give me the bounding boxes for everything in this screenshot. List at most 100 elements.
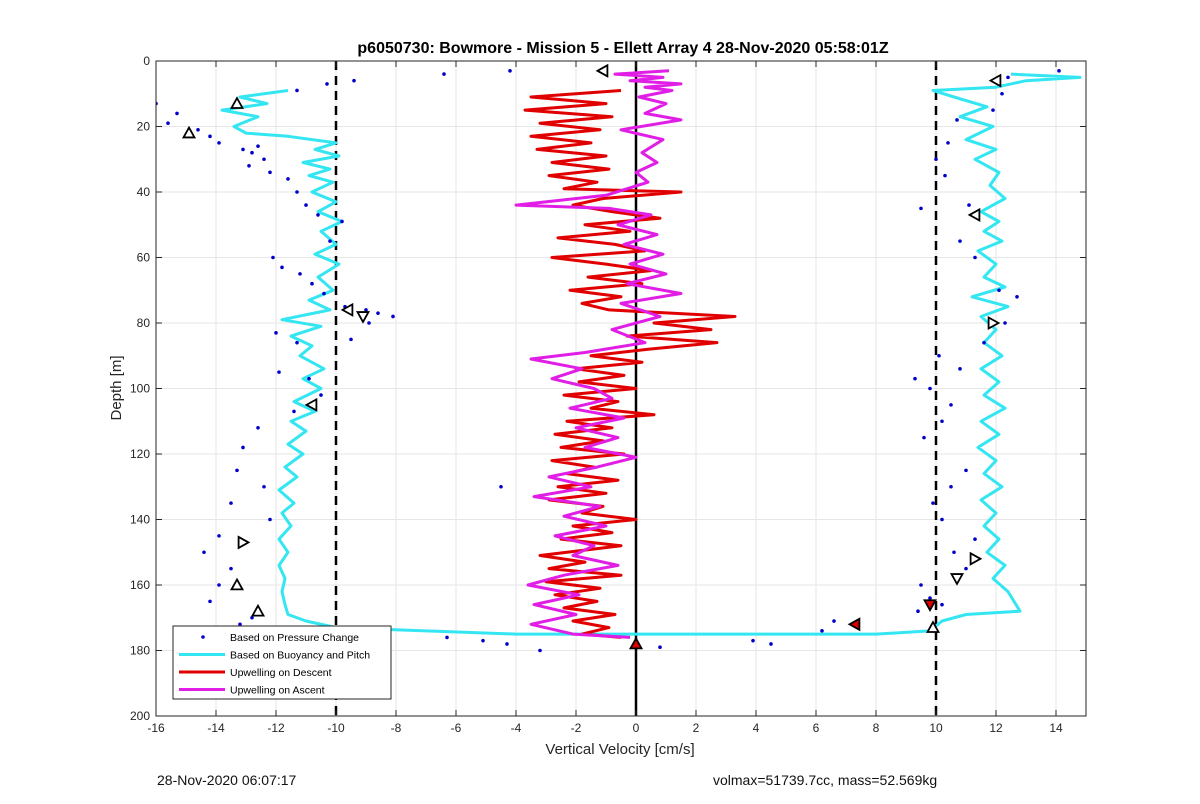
scatter-point: [991, 108, 995, 112]
x-tick-label: -4: [511, 721, 522, 735]
series-line-upwelling-on-descent: [523, 89, 737, 639]
x-tick-label: 6: [813, 721, 820, 735]
x-tick-label: 0: [633, 721, 640, 735]
scatter-point: [499, 484, 503, 489]
x-tick-label: 12: [989, 721, 1003, 735]
scatter-point: [292, 409, 296, 414]
scatter-point: [1015, 295, 1019, 299]
scatter-point: [928, 386, 932, 391]
scatter-point: [955, 118, 959, 122]
scatter-point: [352, 78, 356, 83]
scatter-point: [982, 340, 986, 345]
scatter-point: [166, 121, 170, 126]
triangle-marker-down: [922, 599, 938, 613]
scatter-point: [241, 147, 245, 152]
triangle-marker-left: [967, 207, 981, 222]
y-tick-label: 120: [130, 447, 150, 461]
y-axis-label: Depth [m]: [108, 355, 125, 420]
scatter-point: [658, 645, 662, 650]
x-tick-label: -14: [207, 721, 225, 735]
scatter-point: [937, 353, 941, 358]
triangle-marker-up: [628, 636, 644, 650]
scatter-point: [349, 337, 353, 342]
chart-title: p6050730: Bowmore - Mission 5 - Ellett A…: [357, 40, 888, 57]
scatter-point: [208, 134, 212, 139]
scatter-point: [952, 550, 956, 555]
scatter-point: [367, 321, 371, 325]
y-tick-label: 80: [137, 316, 151, 330]
triangle-marker-down: [949, 573, 965, 586]
scatter-point: [538, 648, 542, 653]
scatter-point: [295, 340, 299, 345]
scatter-point: [235, 468, 239, 473]
scatter-point: [958, 367, 962, 371]
scatter-point: [238, 622, 242, 627]
triangle-marker-up: [229, 96, 245, 109]
scatter-point: [505, 642, 509, 646]
triangle-marker-left: [304, 397, 318, 412]
y-tick-label: 200: [130, 709, 150, 723]
triangle-marker-right: [969, 551, 983, 566]
scatter-point: [964, 468, 968, 473]
x-tick-label: -10: [327, 721, 345, 735]
triangle-marker-right: [987, 315, 1001, 331]
x-tick-label: 2: [693, 721, 700, 735]
y-tick-label: 20: [137, 120, 151, 134]
x-tick-label: 8: [873, 721, 880, 735]
scatter-point: [391, 314, 395, 319]
scatter-point: [310, 281, 314, 286]
scatter-point: [304, 203, 308, 207]
scatter-point: [295, 88, 299, 93]
scatter-point: [949, 484, 953, 489]
scatter-point: [964, 566, 968, 571]
scatter-point: [442, 72, 446, 76]
scatter-point: [241, 445, 245, 450]
y-tick-label: 180: [130, 644, 150, 658]
y-axis-ticks: 0 20 40 60 80 100 120 140 160 180 200: [130, 54, 1086, 723]
scatter-point: [997, 288, 1001, 293]
scatter-point: [295, 190, 299, 194]
scatter-point: [916, 609, 920, 613]
scatter-point: [262, 157, 266, 162]
scatter-point: [940, 602, 944, 607]
scatter-point: [820, 629, 824, 633]
x-tick-label: -16: [147, 721, 165, 735]
scatter-point: [328, 239, 332, 243]
scatter-point: [958, 239, 962, 243]
scatter-point: [175, 111, 179, 116]
x-tick-label: -8: [391, 721, 402, 735]
x-axis-ticks: -16 -14 -12 -10 -8 -6 -4 -2 0 2 4 6 8 10 12 14: [147, 61, 1063, 735]
triangle-marker-up: [250, 603, 266, 617]
scatter-point: [286, 177, 290, 181]
legend-swatch-scatter: [201, 635, 205, 639]
footer-volmax-mass: volmax=51739.7cc, mass=52.569kg: [713, 772, 938, 788]
triangle-marker-left: [340, 302, 354, 317]
scatter-point: [307, 376, 311, 381]
scatter-point: [481, 638, 485, 643]
scatter-point: [250, 615, 254, 620]
x-tick-label: 10: [929, 721, 943, 735]
scatter-point: [445, 635, 449, 640]
legend-box: [172, 625, 392, 700]
scatter-point: [973, 255, 977, 260]
triangle-marker-left: [988, 73, 1002, 88]
triangle-marker-up: [229, 577, 245, 591]
x-tick-label: -6: [451, 721, 462, 735]
scatter-point: [931, 501, 935, 505]
scatter-point: [298, 272, 302, 276]
scatter-point: [340, 219, 344, 224]
triangle-marker-up: [925, 620, 941, 633]
x-tick-label: -12: [267, 721, 285, 735]
y-tick-label: 60: [137, 251, 151, 265]
scatter-point: [277, 370, 281, 374]
legend-entry-label: Based on Buoyancy and Pitch: [230, 650, 370, 662]
scatter-point: [247, 164, 251, 168]
scatter-point: [1006, 75, 1010, 80]
triangle-marker-left: [847, 617, 861, 632]
y-tick-label: 160: [130, 578, 150, 592]
scatter-point: [943, 173, 947, 178]
scatter-point: [769, 642, 773, 646]
scatter-point: [202, 550, 206, 555]
scatter-point: [946, 141, 950, 145]
